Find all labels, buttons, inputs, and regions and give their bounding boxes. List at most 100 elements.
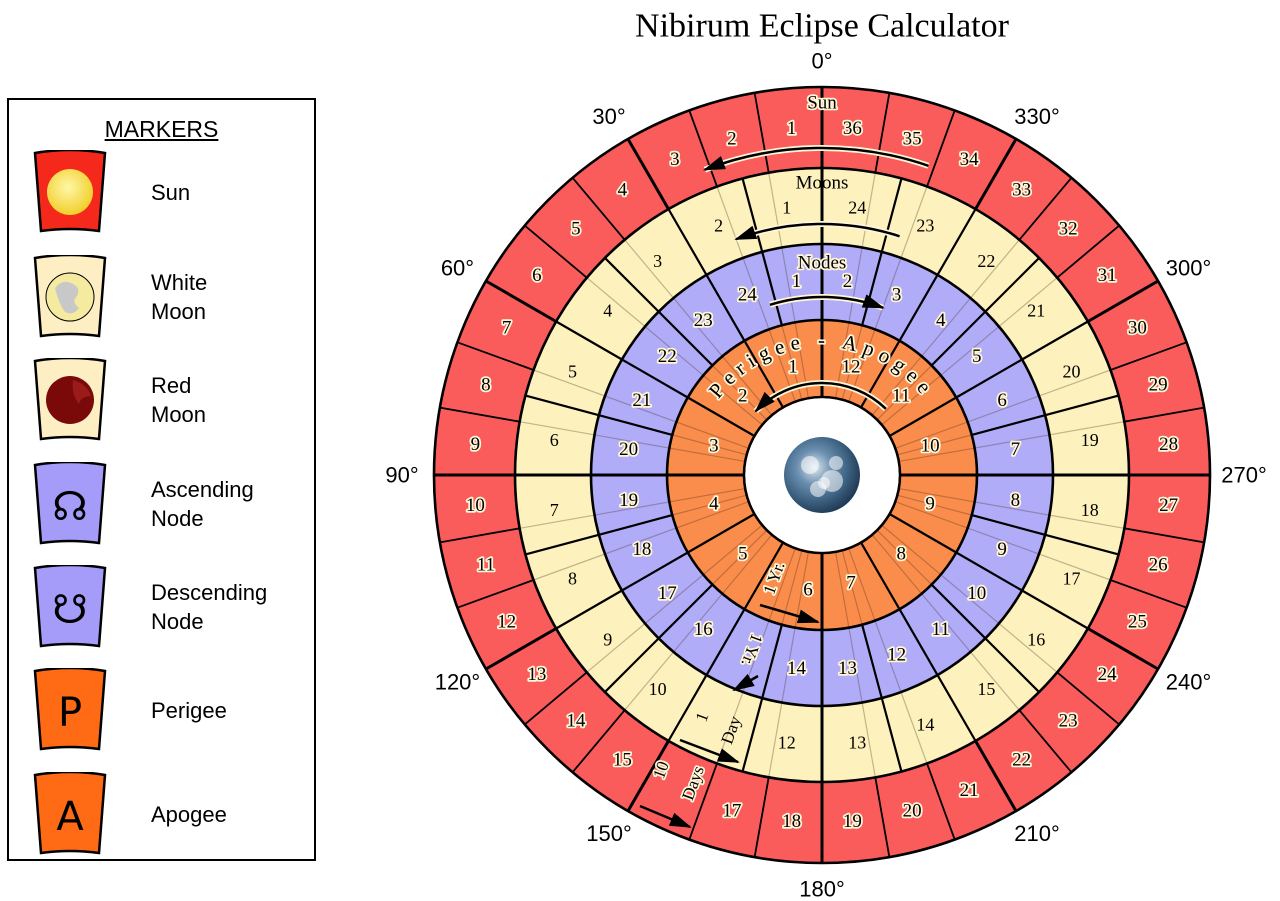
segment-divider xyxy=(888,396,957,437)
segment-divider xyxy=(874,777,891,858)
segment-divider xyxy=(555,589,623,630)
sun-segment-label: 23 xyxy=(1059,711,1078,732)
degree-label: 90° xyxy=(385,463,418,488)
thin-division-line xyxy=(586,524,763,673)
segment-divider xyxy=(860,541,901,610)
thin-division-line xyxy=(624,534,773,711)
segment-divider xyxy=(1056,224,1120,279)
legend-glyph: A xyxy=(56,794,84,840)
sun-segment-label: 10 xyxy=(466,495,485,516)
sun-segment-label: 7 xyxy=(502,317,512,338)
degree-label: 150° xyxy=(586,821,632,846)
thin-division-line xyxy=(895,369,1111,449)
moon-segment-label: 12 xyxy=(778,733,796,753)
segment-divider xyxy=(626,740,670,812)
thin-division-line xyxy=(519,421,746,463)
apsis-segment-label: 3 xyxy=(709,436,719,457)
segment-divider xyxy=(1124,527,1205,544)
ring-border xyxy=(513,166,1131,784)
thin-division-line xyxy=(898,421,1125,463)
segment-divider xyxy=(604,257,660,313)
segment-divider xyxy=(743,541,784,610)
segment-divider xyxy=(705,608,746,676)
moon-segment-label: 4 xyxy=(603,301,612,321)
segment-divider xyxy=(971,414,1046,436)
legend-title: MARKERS xyxy=(104,116,219,142)
thin-division-line xyxy=(768,551,810,778)
degree-label: 330° xyxy=(1014,104,1060,129)
segment-divider xyxy=(861,251,883,326)
nodes-ring-title: Nodes xyxy=(798,253,847,274)
legend-item-red-moon: Red Moon xyxy=(9,358,314,448)
moon-segment-label: 2 xyxy=(714,216,723,236)
segment-divider xyxy=(598,514,673,536)
degree-label: 300° xyxy=(1166,256,1212,281)
apsis-segment-label: 2 xyxy=(738,385,748,406)
moon-segment-label: 3 xyxy=(653,251,662,271)
sun-segment-label: 28 xyxy=(1159,434,1178,455)
legend-label: White Moon xyxy=(151,270,208,324)
segment-divider xyxy=(926,763,956,840)
sun-segment-label: 3 xyxy=(670,149,680,170)
legend-item-apogee: A Apogee xyxy=(9,772,314,862)
thin-division-line xyxy=(711,529,768,586)
segment-divider xyxy=(621,358,689,399)
sun-segment-label: 34 xyxy=(960,149,980,170)
sun-icon xyxy=(33,150,107,233)
segment-divider xyxy=(936,208,977,276)
node-direction-arrow xyxy=(769,294,885,309)
sun-segment-label: 25 xyxy=(1128,612,1147,633)
segment-divider xyxy=(898,608,939,676)
legend-item-ascending-node: ☊ Ascending Node xyxy=(9,462,314,552)
segment-divider xyxy=(439,527,520,544)
apsis-segment-label: 5 xyxy=(738,544,748,565)
thin-division-line xyxy=(519,487,746,529)
segment-divider xyxy=(571,709,626,773)
thin-division-line xyxy=(871,239,1020,416)
segment-divider xyxy=(524,671,588,726)
legend-label: Red Moon xyxy=(151,373,207,427)
sun-segment-label: 27 xyxy=(1159,495,1178,516)
segment-divider xyxy=(880,697,903,772)
thin-division-line xyxy=(895,501,1111,581)
segment-divider xyxy=(667,674,708,742)
segment-divider xyxy=(926,110,956,187)
segment-divider xyxy=(571,177,626,241)
segment-divider xyxy=(1044,394,1119,417)
legend-label: Perigee xyxy=(151,697,227,723)
ring-border xyxy=(432,85,1212,865)
sun-segment-label: 17 xyxy=(722,801,741,822)
segment-divider xyxy=(688,763,718,840)
node-segment-label: 4 xyxy=(936,310,946,331)
segment-divider xyxy=(761,624,783,699)
segment-divider xyxy=(555,320,623,361)
segment-divider xyxy=(1110,579,1187,609)
segment-divider xyxy=(626,138,670,210)
sun-segment-label: 13 xyxy=(527,664,546,685)
sun-segment-label: 6 xyxy=(532,265,542,286)
node-segment-label: 6 xyxy=(997,390,1007,411)
segment-divider xyxy=(984,637,1040,693)
node-segment-label: 18 xyxy=(632,539,651,560)
thin-division-line xyxy=(897,494,972,516)
node-segment-label: 1 xyxy=(792,271,802,292)
node-segment-label: 21 xyxy=(632,390,651,411)
node-segment-label: 9 xyxy=(997,539,1007,560)
ring-border xyxy=(589,242,1055,708)
segment-divider xyxy=(955,551,1023,592)
node-segment-label: 22 xyxy=(658,346,677,367)
sun-ring-title: Sun xyxy=(807,93,837,114)
segment-divider xyxy=(1044,533,1119,556)
earth-cloud xyxy=(801,456,819,474)
segment-divider xyxy=(687,396,756,437)
thin-division-line xyxy=(897,434,972,456)
sun-segment-label: 26 xyxy=(1149,555,1168,576)
moon-segment-label: 10 xyxy=(649,679,667,699)
segment-divider xyxy=(524,224,588,279)
node-segment-label: 8 xyxy=(1011,490,1021,511)
thin-division-line xyxy=(586,277,763,426)
sun-segment-label: 36 xyxy=(843,118,862,139)
segment-divider xyxy=(598,414,673,436)
sun-segment-label: 31 xyxy=(1098,265,1117,286)
